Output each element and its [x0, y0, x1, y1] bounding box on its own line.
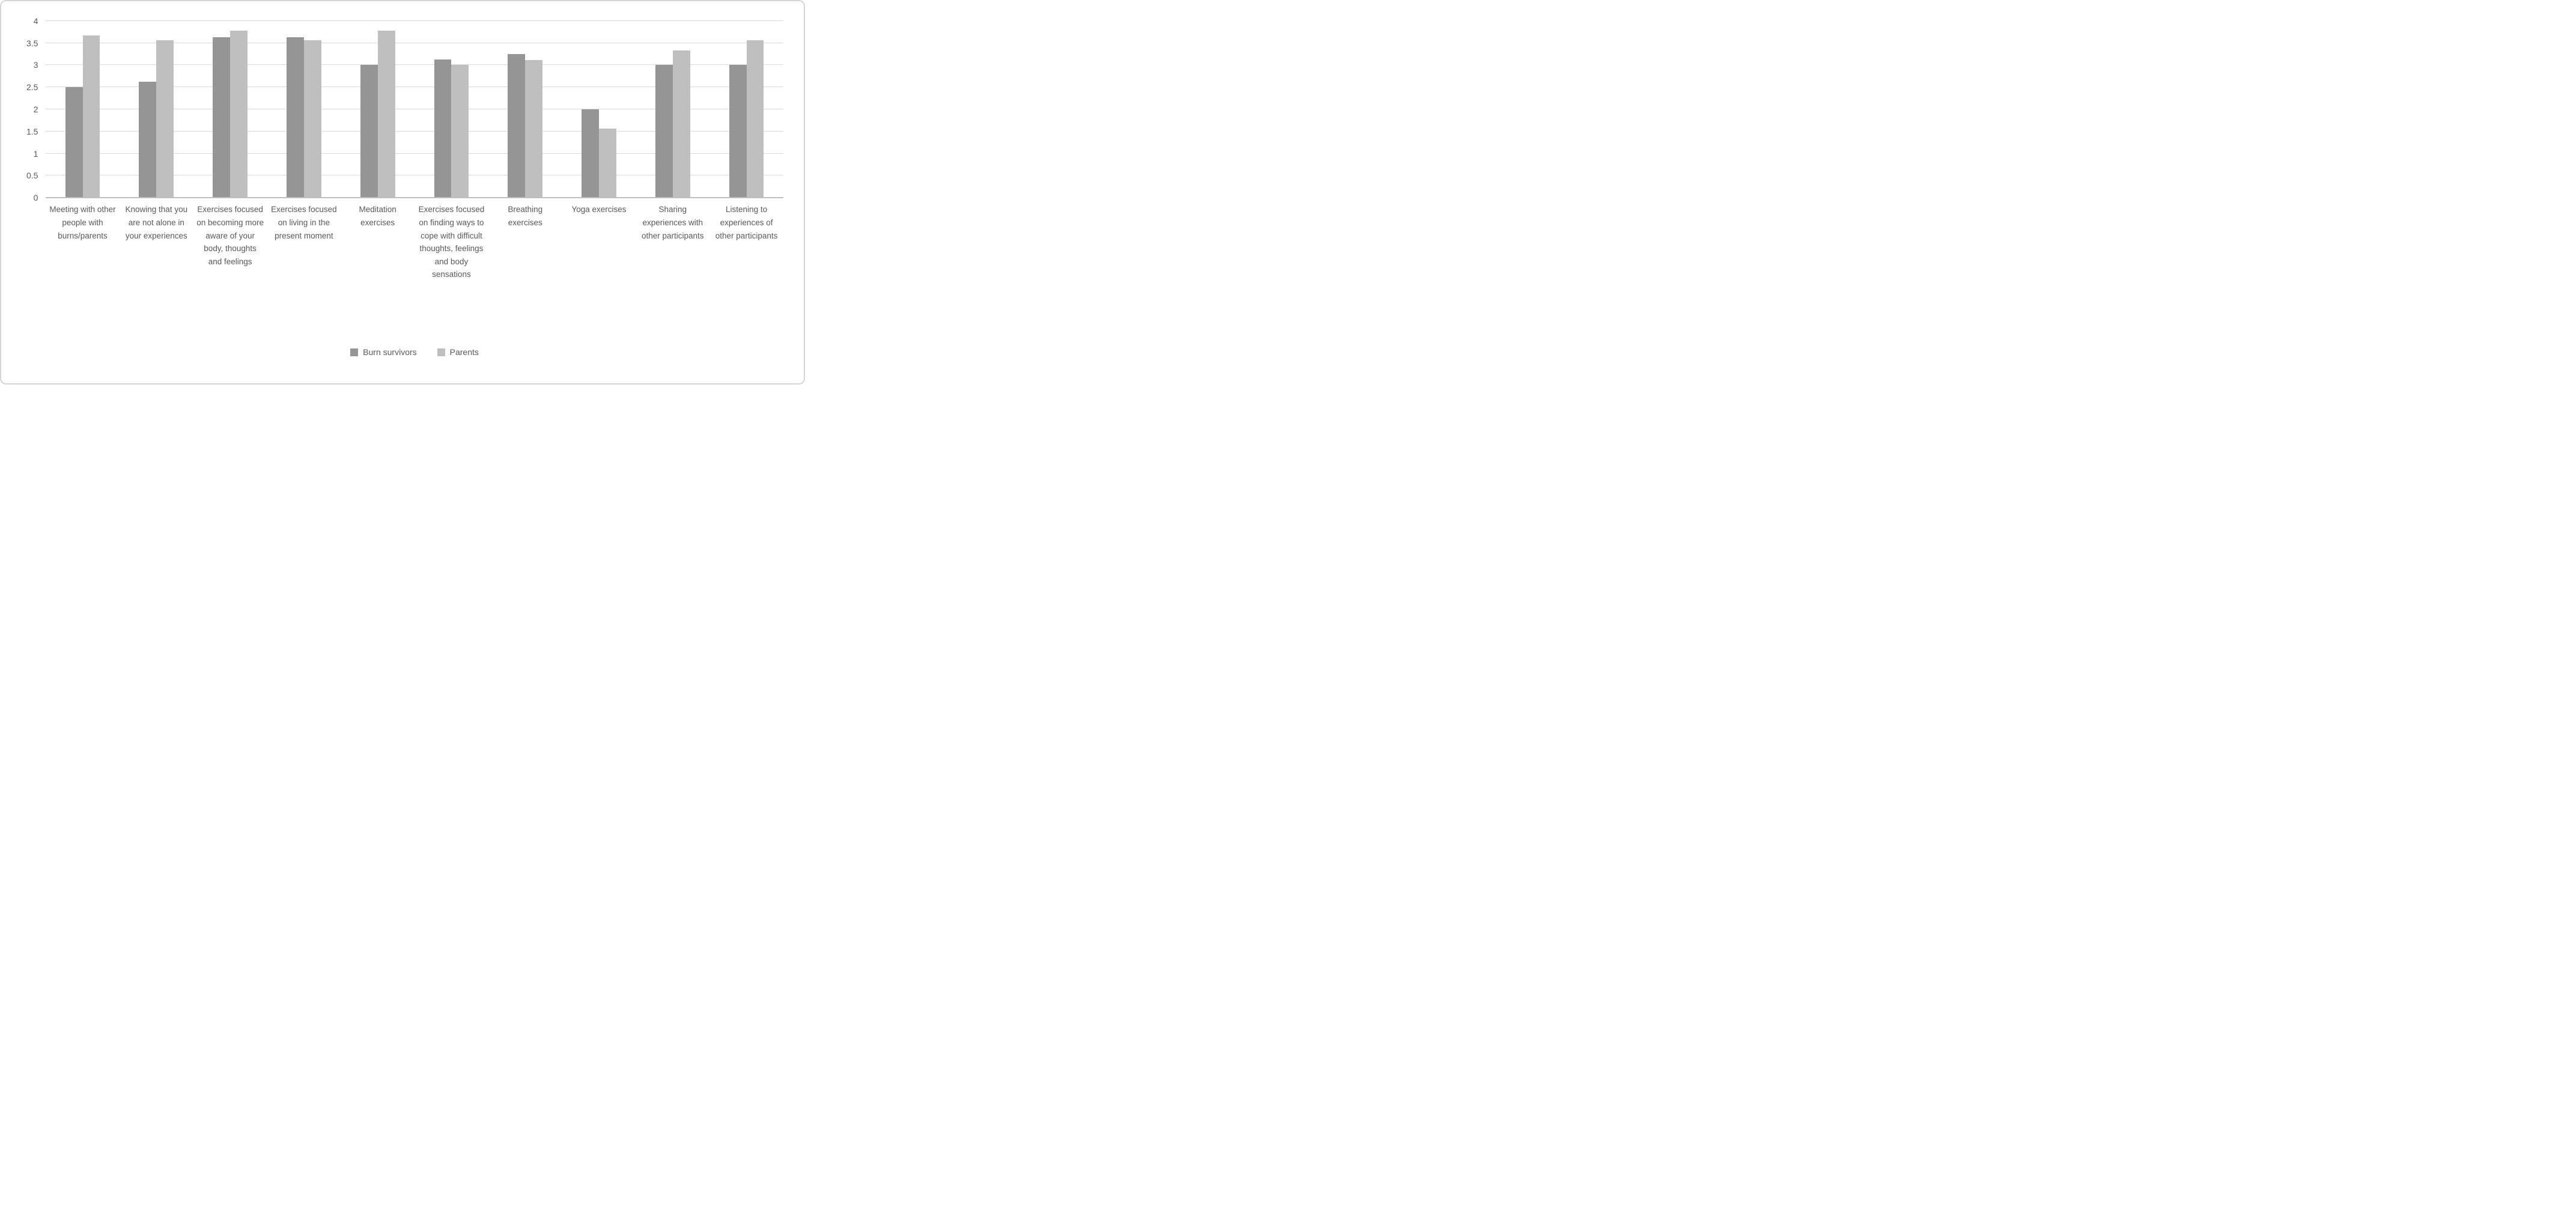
bar-group: [709, 21, 783, 198]
bar-parents: [82, 35, 100, 198]
legend-item-parents: Parents: [437, 347, 479, 357]
category-label: Listening to experiences of other partic…: [715, 205, 778, 240]
bar-group: [562, 21, 636, 198]
bar-burn-survivors: [213, 37, 231, 198]
bar-burn-survivors: [360, 65, 378, 198]
category-label: Yoga exercises: [571, 205, 627, 214]
chart-canvas: 0 0.5 1 1.5 2 2.5 3 3.5 4 Meeting with other peo…: [0, 0, 805, 384]
bar-burn-survivors: [139, 81, 157, 198]
legend-swatch-icon: [350, 348, 359, 356]
bar-parents: [377, 30, 395, 198]
y-tick-label: 3: [33, 60, 38, 70]
y-axis-tick-labels: 0 0.5 1 1.5 2 2.5 3 3.5 4: [1, 16, 38, 202]
bar-parents: [525, 60, 543, 198]
bar-parents: [156, 40, 174, 198]
bar-group: [488, 21, 562, 198]
legend-swatch-icon: [437, 348, 445, 356]
bar-parents: [746, 40, 764, 198]
bar-group: [636, 21, 709, 198]
category-label: Exercises focused on living in the prese…: [271, 205, 337, 240]
category-label: Meeting with other people with burns/par…: [49, 205, 116, 240]
y-tick-label: 1.5: [26, 126, 38, 136]
x-axis-category-labels: Meeting with other people with burns/par…: [46, 203, 783, 281]
bar-parents: [230, 30, 248, 198]
x-axis-line: [46, 197, 783, 199]
category-label: Meditation exercises: [359, 205, 396, 228]
legend-label: Parents: [449, 347, 479, 357]
y-tick-label: 0.5: [26, 171, 38, 181]
bar-parents: [672, 50, 690, 198]
y-tick-label: 2.5: [26, 82, 38, 93]
bar-burn-survivors: [729, 65, 747, 198]
bar-parents: [599, 129, 616, 198]
gridline-1.5: [46, 130, 783, 132]
bar-group: [120, 21, 193, 198]
category-label: Breathing exercises: [508, 205, 543, 228]
bar-burn-survivors: [508, 53, 526, 198]
y-tick-label: 2: [33, 104, 38, 114]
category-label: Exercises focused on finding ways to cop…: [418, 205, 485, 279]
legend-item-burn-survivors: Burn survivors: [350, 347, 417, 357]
category-label: Knowing that you are not alone in your e…: [125, 205, 188, 240]
category-label: Exercises focused on becoming more aware…: [196, 205, 264, 266]
gridline-4: [46, 20, 783, 21]
bar-groups: [46, 21, 783, 198]
y-tick-label: 3.5: [26, 38, 38, 48]
y-tick-label: 4: [33, 16, 38, 26]
bar-burn-survivors: [655, 65, 673, 198]
legend: Burn survivors Parents: [46, 347, 783, 357]
bar-group: [46, 21, 120, 198]
y-tick-label: 1: [33, 148, 38, 159]
bar-parents: [303, 40, 321, 198]
bar-group: [193, 21, 267, 198]
bar-parents: [451, 65, 469, 198]
legend-label: Burn survivors: [363, 347, 417, 357]
gridline-3: [46, 64, 783, 65]
bar-burn-survivors: [65, 87, 83, 198]
bar-group: [341, 21, 415, 198]
bar-burn-survivors: [582, 109, 599, 198]
bar-group: [415, 21, 488, 198]
category-label: Sharing experiences with other participa…: [642, 205, 704, 240]
bar-burn-survivors: [434, 59, 452, 198]
gridline-1: [46, 153, 783, 154]
y-tick-label: 0: [33, 193, 38, 203]
bar-group: [267, 21, 341, 198]
plot-area: [46, 20, 783, 199]
bar-burn-survivors: [287, 37, 304, 198]
